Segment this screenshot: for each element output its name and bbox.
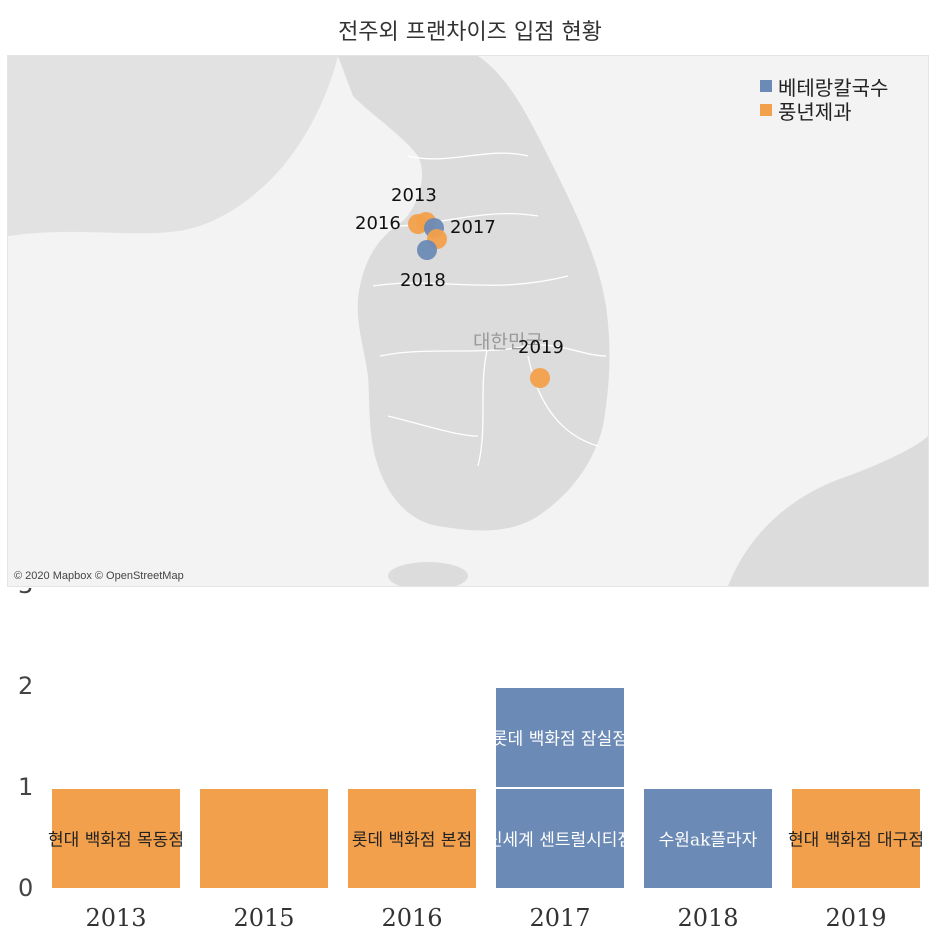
landmass-west bbox=[8, 56, 338, 236]
legend-swatch-1 bbox=[760, 80, 772, 92]
bar-chart-svg: 0 1 2 3 현대 백화점 목동점 롯데 백화점 본점 신세계 센트럴시티점 롯데 백화점 … bbox=[18, 588, 924, 932]
map-point-2019[interactable] bbox=[530, 368, 550, 388]
landmass-korea bbox=[338, 56, 610, 531]
map-label-2016: 2016 bbox=[355, 213, 401, 234]
map-label-2013: 2013 bbox=[391, 185, 437, 206]
province-borders bbox=[367, 152, 607, 467]
map-label-2017: 2017 bbox=[450, 217, 496, 238]
map-attribution[interactable]: © 2020 Mapbox © OpenStreetMap bbox=[14, 570, 184, 582]
bar-segment[interactable] bbox=[496, 789, 624, 888]
map-point-2018[interactable] bbox=[417, 240, 437, 260]
legend-label-2: 풍년제과 bbox=[778, 99, 852, 124]
bar-data-label: 신세계 센트럴시티점 bbox=[487, 831, 633, 851]
bar-segment[interactable] bbox=[200, 789, 328, 888]
bar-segment[interactable] bbox=[792, 789, 920, 888]
bar-data-label: 수원ak플라자 bbox=[659, 831, 758, 851]
bar-data-label: 롯데 백화점 본점 bbox=[352, 831, 472, 851]
legend-item-2[interactable]: 풍년제과 bbox=[760, 98, 888, 124]
x-tick-label: 2015 bbox=[233, 904, 294, 932]
bar-segment[interactable] bbox=[52, 789, 180, 888]
bar-segment[interactable] bbox=[348, 789, 476, 888]
map-legend: 베테랑칼국수 풍년제과 bbox=[760, 74, 889, 124]
legend-swatch-2 bbox=[760, 104, 772, 116]
x-tick-label: 2018 bbox=[677, 904, 738, 932]
chart-title: 전주외 프랜차이즈 입점 현황 bbox=[338, 20, 602, 45]
y-tick-label: 2 bbox=[18, 672, 33, 700]
bar-segment[interactable] bbox=[496, 688, 624, 787]
country-label: 대한민국 bbox=[473, 331, 543, 353]
landmass-jeju bbox=[388, 562, 468, 586]
map-label-2018: 2018 bbox=[400, 270, 446, 291]
bar-data-label: 현대 백화점 대구점 bbox=[788, 831, 924, 851]
map-background: 대한민국 2013 2016 2017 2018 2019 bbox=[8, 56, 928, 586]
bar-chart: 0 1 2 3 현대 백화점 목동점 롯데 백화점 본점 신세계 센트럴시티점 롯데 백화점 … bbox=[0, 588, 940, 950]
y-tick-label: 3 bbox=[18, 588, 33, 599]
legend-item-1[interactable]: 베테랑칼국수 bbox=[760, 74, 889, 100]
x-tick-label: 2019 bbox=[825, 904, 886, 932]
y-tick-label: 0 bbox=[18, 874, 33, 902]
legend-label-1: 베테랑칼국수 bbox=[778, 75, 889, 100]
bar-data-label: 현대 백화점 목동점 bbox=[48, 831, 184, 851]
x-tick-label: 2013 bbox=[85, 904, 146, 932]
bar-data-label: 롯데 백화점 잠실점 bbox=[492, 730, 628, 750]
bar-segment[interactable] bbox=[644, 789, 772, 888]
x-tick-label: 2017 bbox=[529, 904, 590, 932]
y-tick-label: 1 bbox=[18, 773, 33, 801]
x-tick-label: 2016 bbox=[381, 904, 442, 932]
landmass-japan bbox=[728, 436, 928, 586]
map-panel[interactable]: 대한민국 2013 2016 2017 2018 2019 베테랑칼국수 풍년제… bbox=[7, 55, 929, 587]
map-label-2019: 2019 bbox=[518, 337, 564, 358]
